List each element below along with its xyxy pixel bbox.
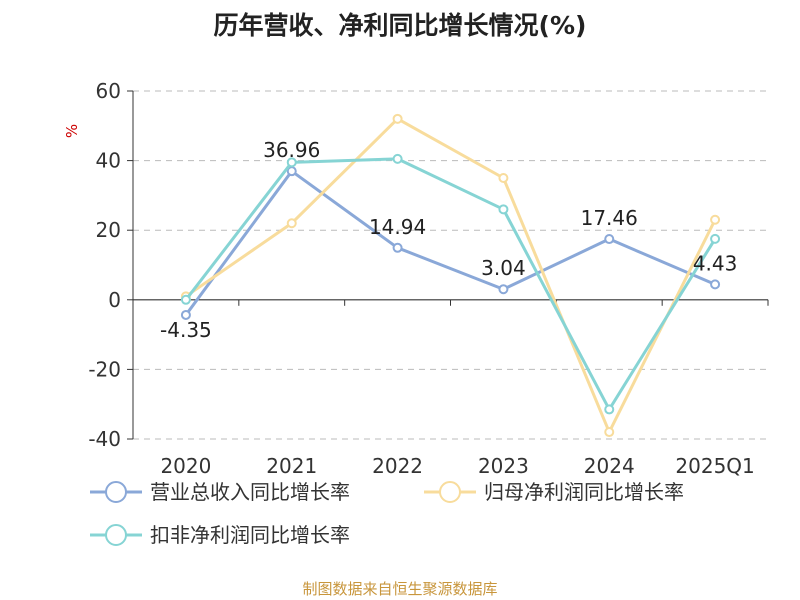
data-label: 14.94: [369, 215, 426, 239]
y-tick-label: 60: [96, 79, 121, 103]
data-point: [392, 113, 403, 124]
axes: -40 -20 0 20 40 60 2020 2021 2022 2023 2024 2025Q1: [88, 79, 769, 478]
legend-marker: [439, 481, 461, 503]
data-point: [392, 242, 403, 253]
legend-marker: [105, 524, 127, 546]
data-label: -4.35: [160, 318, 212, 342]
data-point: [710, 214, 721, 225]
data-label: 3.04: [481, 256, 526, 280]
y-tick-label: 20: [96, 218, 121, 242]
data-point: [498, 284, 509, 295]
series-line: [184, 169, 716, 316]
data-point: [710, 233, 721, 244]
data-point: [286, 218, 297, 229]
y-tick-label: -40: [88, 427, 121, 451]
series-line: [185, 117, 717, 434]
data-point: [392, 153, 403, 164]
grid-lines: [133, 90, 768, 440]
y-tick-label: -20: [88, 357, 121, 381]
series-line: [184, 157, 717, 411]
x-tick-label: 2023: [478, 454, 529, 478]
series-group: [180, 113, 721, 438]
data-point: [286, 157, 297, 168]
data-label: 17.46: [581, 206, 638, 230]
x-tick-label: 2022: [372, 454, 423, 478]
legend-label: 营业总收入同比增长率: [150, 480, 350, 504]
x-tick-label: 2024: [584, 454, 635, 478]
x-tick-label: 2021: [266, 454, 317, 478]
data-point: [604, 234, 615, 245]
data-label: 36.96: [263, 138, 320, 162]
source-footer: 制图数据来自恒生聚源数据库: [302, 580, 498, 598]
data-point: [604, 427, 615, 438]
data-point: [180, 294, 191, 305]
data-point: [498, 204, 509, 215]
data-label: 4.43: [693, 251, 738, 275]
y-tick-label: 0: [108, 288, 121, 312]
y-tick-label: 40: [96, 149, 121, 173]
data-point: [710, 279, 721, 290]
legend-label: 扣非净利润同比增长率: [150, 523, 350, 547]
data-point: [498, 173, 509, 183]
chart-title: 历年营收、净利同比增长情况(%): [213, 11, 587, 40]
data-point: [180, 309, 191, 320]
x-tick-label: 2020: [160, 454, 211, 478]
data-point: [604, 404, 615, 415]
legend-marker: [105, 481, 127, 503]
legend-label: 归母净利润同比增长率: [484, 480, 684, 504]
x-tick-label: 2025Q1: [675, 454, 754, 478]
y-axis-label: %: [63, 124, 81, 138]
data-labels: -4.35 36.96 14.94 3.04 17.46 4.43: [160, 138, 737, 342]
